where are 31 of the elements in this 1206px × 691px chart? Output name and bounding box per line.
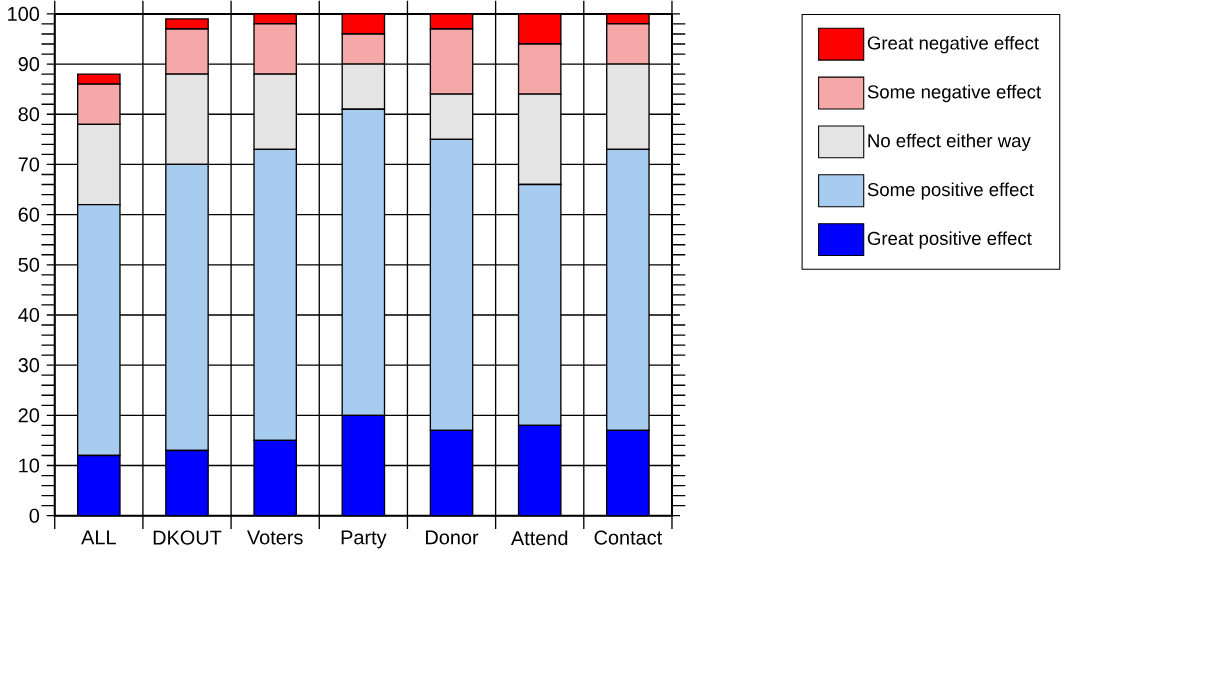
legend-label: Great negative effect <box>867 35 1039 54</box>
y-tick-label: 60 <box>18 207 40 222</box>
bar <box>606 429 650 516</box>
y-tick-label: 40 <box>18 307 40 322</box>
y-tick-label: 30 <box>18 357 40 373</box>
y-tick-label: 100 <box>8 6 40 21</box>
bar <box>76 454 121 516</box>
legend-label: Some positive effect <box>867 182 1034 200</box>
x-tick-label: ALL <box>81 530 116 545</box>
legend-label: Some negative effect <box>867 84 1042 102</box>
y-tick-label: 0 <box>29 508 40 523</box>
x-tick-label: Donor <box>426 530 479 545</box>
x-tick-label: DKOUT <box>153 530 222 545</box>
bar <box>517 13 562 45</box>
y-tick-label: 70 <box>18 157 40 172</box>
y-tick-label: 20 <box>18 408 40 423</box>
bar <box>253 439 298 516</box>
bar <box>165 449 209 516</box>
bar <box>341 414 386 516</box>
bar <box>517 424 562 516</box>
bar <box>429 429 474 516</box>
y-tick-label: 10 <box>19 458 40 473</box>
legend-label: Great positive effect <box>867 231 1032 249</box>
x-tick-label: Voters <box>247 530 303 545</box>
x-tick-label: Attend <box>510 530 568 546</box>
y-tick-label: 50 <box>18 257 40 272</box>
y-tick-label: 80 <box>18 107 40 122</box>
x-tick-label: Contact <box>594 530 663 545</box>
legend-label: No effect either way <box>868 133 1031 151</box>
y-tick-label: 90 <box>18 56 40 71</box>
x-tick-label: Party <box>341 530 387 549</box>
